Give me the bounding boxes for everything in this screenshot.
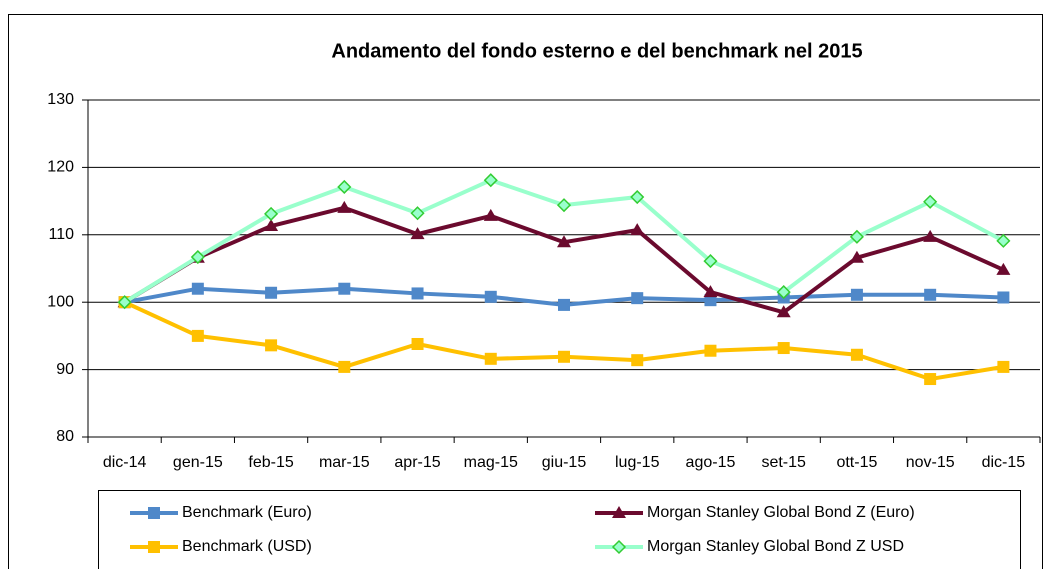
data-point [924, 288, 937, 301]
data-point [191, 282, 204, 295]
data-point [264, 206, 279, 221]
data-point [704, 294, 717, 307]
data-point [776, 305, 791, 318]
data-point [338, 282, 351, 295]
data-point [996, 233, 1011, 248]
data-point [558, 298, 570, 311]
data-point [630, 189, 645, 205]
data-point [337, 179, 352, 195]
y-tick-label: 90 [56, 361, 74, 378]
data-point [337, 200, 352, 213]
y-tick-label: 130 [47, 91, 74, 108]
data-point [923, 194, 938, 209]
x-tick-label: dic-15 [982, 454, 1026, 471]
data-point [703, 285, 718, 298]
x-tick-label: apr-15 [394, 454, 440, 471]
data-point [265, 339, 278, 352]
data-point [849, 229, 864, 244]
data-point [484, 352, 497, 365]
y-tick-label: 120 [47, 159, 74, 176]
legend-label: Morgan Stanley Global Bond Z USD [647, 538, 904, 555]
data-point [849, 250, 864, 263]
x-tick-label: feb-15 [248, 454, 293, 471]
data-point [850, 348, 863, 361]
y-tick-label: 110 [48, 226, 74, 243]
data-point [924, 373, 937, 386]
x-tick-label: ago-15 [686, 454, 736, 471]
data-point [410, 206, 425, 221]
data-point [264, 219, 279, 232]
data-point [484, 290, 497, 303]
data-point [558, 350, 570, 363]
data-point [411, 287, 424, 300]
data-point [265, 286, 278, 299]
legend-marker [611, 539, 627, 555]
data-point [631, 292, 644, 305]
data-point [630, 223, 645, 236]
data-point [631, 354, 644, 367]
x-tick-label: ott-15 [836, 454, 877, 471]
y-tick-label: 100 [47, 293, 74, 310]
x-tick-label: giu-15 [542, 454, 587, 471]
data-point [117, 295, 132, 310]
data-point [191, 329, 204, 342]
x-tick-label: set-15 [761, 454, 806, 471]
x-tick-label: nov-15 [906, 454, 955, 471]
data-point [483, 173, 498, 188]
x-tick-label: lug-15 [615, 454, 660, 471]
data-point [923, 229, 938, 242]
data-point [850, 288, 863, 301]
legend-label: Benchmark (USD) [182, 538, 312, 555]
legend-marker [148, 541, 160, 553]
legend-label: Benchmark (Euro) [182, 504, 312, 521]
data-point [703, 254, 718, 269]
y-tick-label: 80 [56, 428, 74, 445]
data-point [556, 198, 572, 213]
x-tick-label: gen-15 [173, 454, 223, 471]
data-point [777, 342, 790, 355]
chart-border [8, 14, 1043, 569]
data-point [338, 360, 351, 373]
x-tick-label: mar-15 [319, 454, 370, 471]
data-point [997, 360, 1010, 373]
legend-marker [612, 506, 626, 518]
legend-label: Morgan Stanley Global Bond Z (Euro) [647, 504, 915, 521]
data-point [190, 249, 205, 265]
data-point [557, 235, 571, 248]
x-tick-label: mag-15 [464, 454, 518, 471]
data-point [411, 337, 424, 350]
data-point [410, 227, 425, 240]
legend-marker [148, 507, 160, 519]
chart-title: Andamento del fondo esterno e del benchm… [331, 40, 862, 62]
data-point [996, 262, 1011, 275]
data-point [997, 291, 1010, 304]
data-point [776, 285, 791, 300]
legend-box [98, 490, 1021, 569]
data-point [704, 344, 717, 357]
x-tick-label: dic-14 [103, 454, 147, 471]
data-point [483, 208, 498, 221]
